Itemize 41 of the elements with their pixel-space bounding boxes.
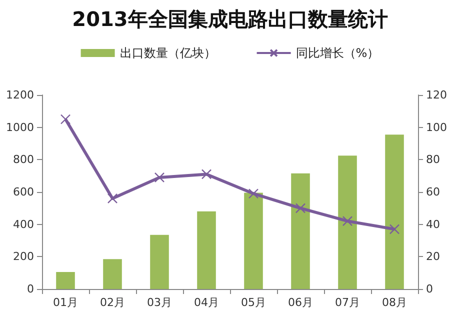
point bbox=[389, 224, 400, 234]
y-tick-label: 0 bbox=[27, 282, 34, 296]
y2-tick-label: 100 bbox=[426, 120, 447, 134]
bar bbox=[150, 234, 169, 289]
legend-label: 出口数量（亿块） bbox=[120, 46, 216, 60]
y-tick-label: 800 bbox=[13, 153, 34, 166]
y2-tick-label: 80 bbox=[426, 153, 440, 166]
bar bbox=[103, 259, 122, 289]
y-tick-label: 200 bbox=[13, 250, 34, 264]
x-tick-label: 01月 bbox=[53, 296, 78, 309]
y2-tick-label: 40 bbox=[426, 218, 440, 231]
bar bbox=[56, 272, 75, 289]
point bbox=[201, 169, 212, 180]
bar bbox=[385, 134, 404, 289]
x-tick-label: 05月 bbox=[241, 296, 266, 309]
bar bbox=[197, 211, 216, 289]
point bbox=[60, 114, 71, 124]
y-tick-label: 1200 bbox=[6, 88, 34, 102]
point bbox=[154, 172, 165, 183]
point bbox=[342, 216, 353, 226]
x-tick-label: 04月 bbox=[194, 296, 219, 309]
y2-tick-label: 60 bbox=[426, 186, 440, 198]
bar bbox=[338, 156, 357, 289]
y2-tick-label: 0 bbox=[426, 282, 433, 296]
x-tick-label: 06月 bbox=[288, 296, 313, 309]
x-tick-label: 07月 bbox=[335, 296, 360, 309]
x-tick-label: 03月 bbox=[147, 296, 172, 309]
y2-tick-label: 20 bbox=[426, 250, 440, 264]
bar bbox=[291, 173, 310, 289]
y-tick-label: 1000 bbox=[6, 120, 34, 134]
y-tick-label: 600 bbox=[13, 186, 34, 198]
legend-label: 同比增长（%） bbox=[296, 46, 380, 60]
point bbox=[295, 203, 306, 214]
y-tick-label: 400 bbox=[13, 218, 34, 231]
point bbox=[107, 193, 118, 204]
x-tick-label: 08月 bbox=[382, 296, 407, 309]
x-tick-label: 02月 bbox=[100, 296, 125, 309]
chart-title: 2013年全国集成电路出口数量统计 bbox=[72, 7, 388, 31]
point bbox=[248, 188, 259, 199]
y2-tick-label: 120 bbox=[426, 88, 447, 102]
bar bbox=[244, 192, 263, 289]
